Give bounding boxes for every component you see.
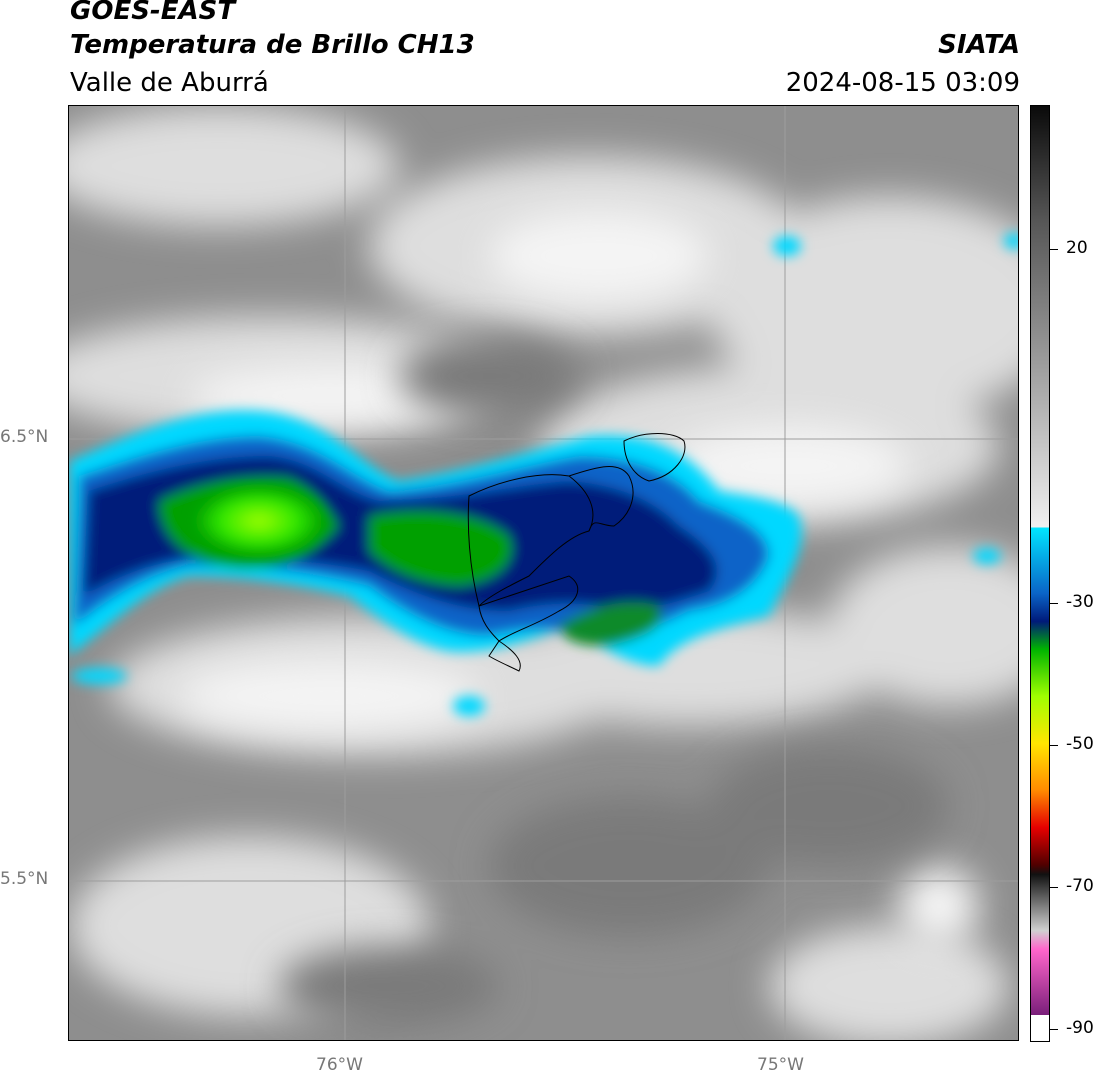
cbar-label-neg30: -30 (1066, 592, 1094, 612)
region-label: Valle de Aburrá (70, 68, 269, 98)
lon-label-76w: 76°W (316, 1055, 363, 1075)
product-title: Temperatura de Brillo CH13 (70, 30, 475, 60)
cbar-tick-neg50 (1050, 745, 1058, 746)
cbar-label-neg90: -90 (1066, 1018, 1094, 1038)
satellite-map[interactable] (68, 105, 1019, 1041)
datetime-label: 2024-08-15 03:09 (785, 68, 1020, 98)
cbar-tick-neg30 (1050, 603, 1058, 604)
cbar-label-neg70: -70 (1066, 876, 1094, 896)
cbar-tick-20 (1050, 249, 1058, 250)
lat-label-5-5: 5.5°N (0, 869, 49, 889)
lat-label-6-5: 6.5°N (0, 427, 49, 447)
agency-label: SIATA (938, 30, 1020, 60)
cbar-tick-neg70 (1050, 887, 1058, 888)
brightness-temperature-image (69, 106, 1018, 1040)
cbar-label-neg50: -50 (1066, 734, 1094, 754)
temperature-colorbar (1030, 105, 1050, 1042)
cbar-tick-neg90 (1050, 1029, 1058, 1030)
colorbar-gradient (1031, 106, 1049, 1041)
lon-label-75w: 75°W (757, 1055, 804, 1075)
satellite-title: GOES-EAST (70, 0, 236, 26)
cbar-label-20: 20 (1066, 238, 1088, 258)
